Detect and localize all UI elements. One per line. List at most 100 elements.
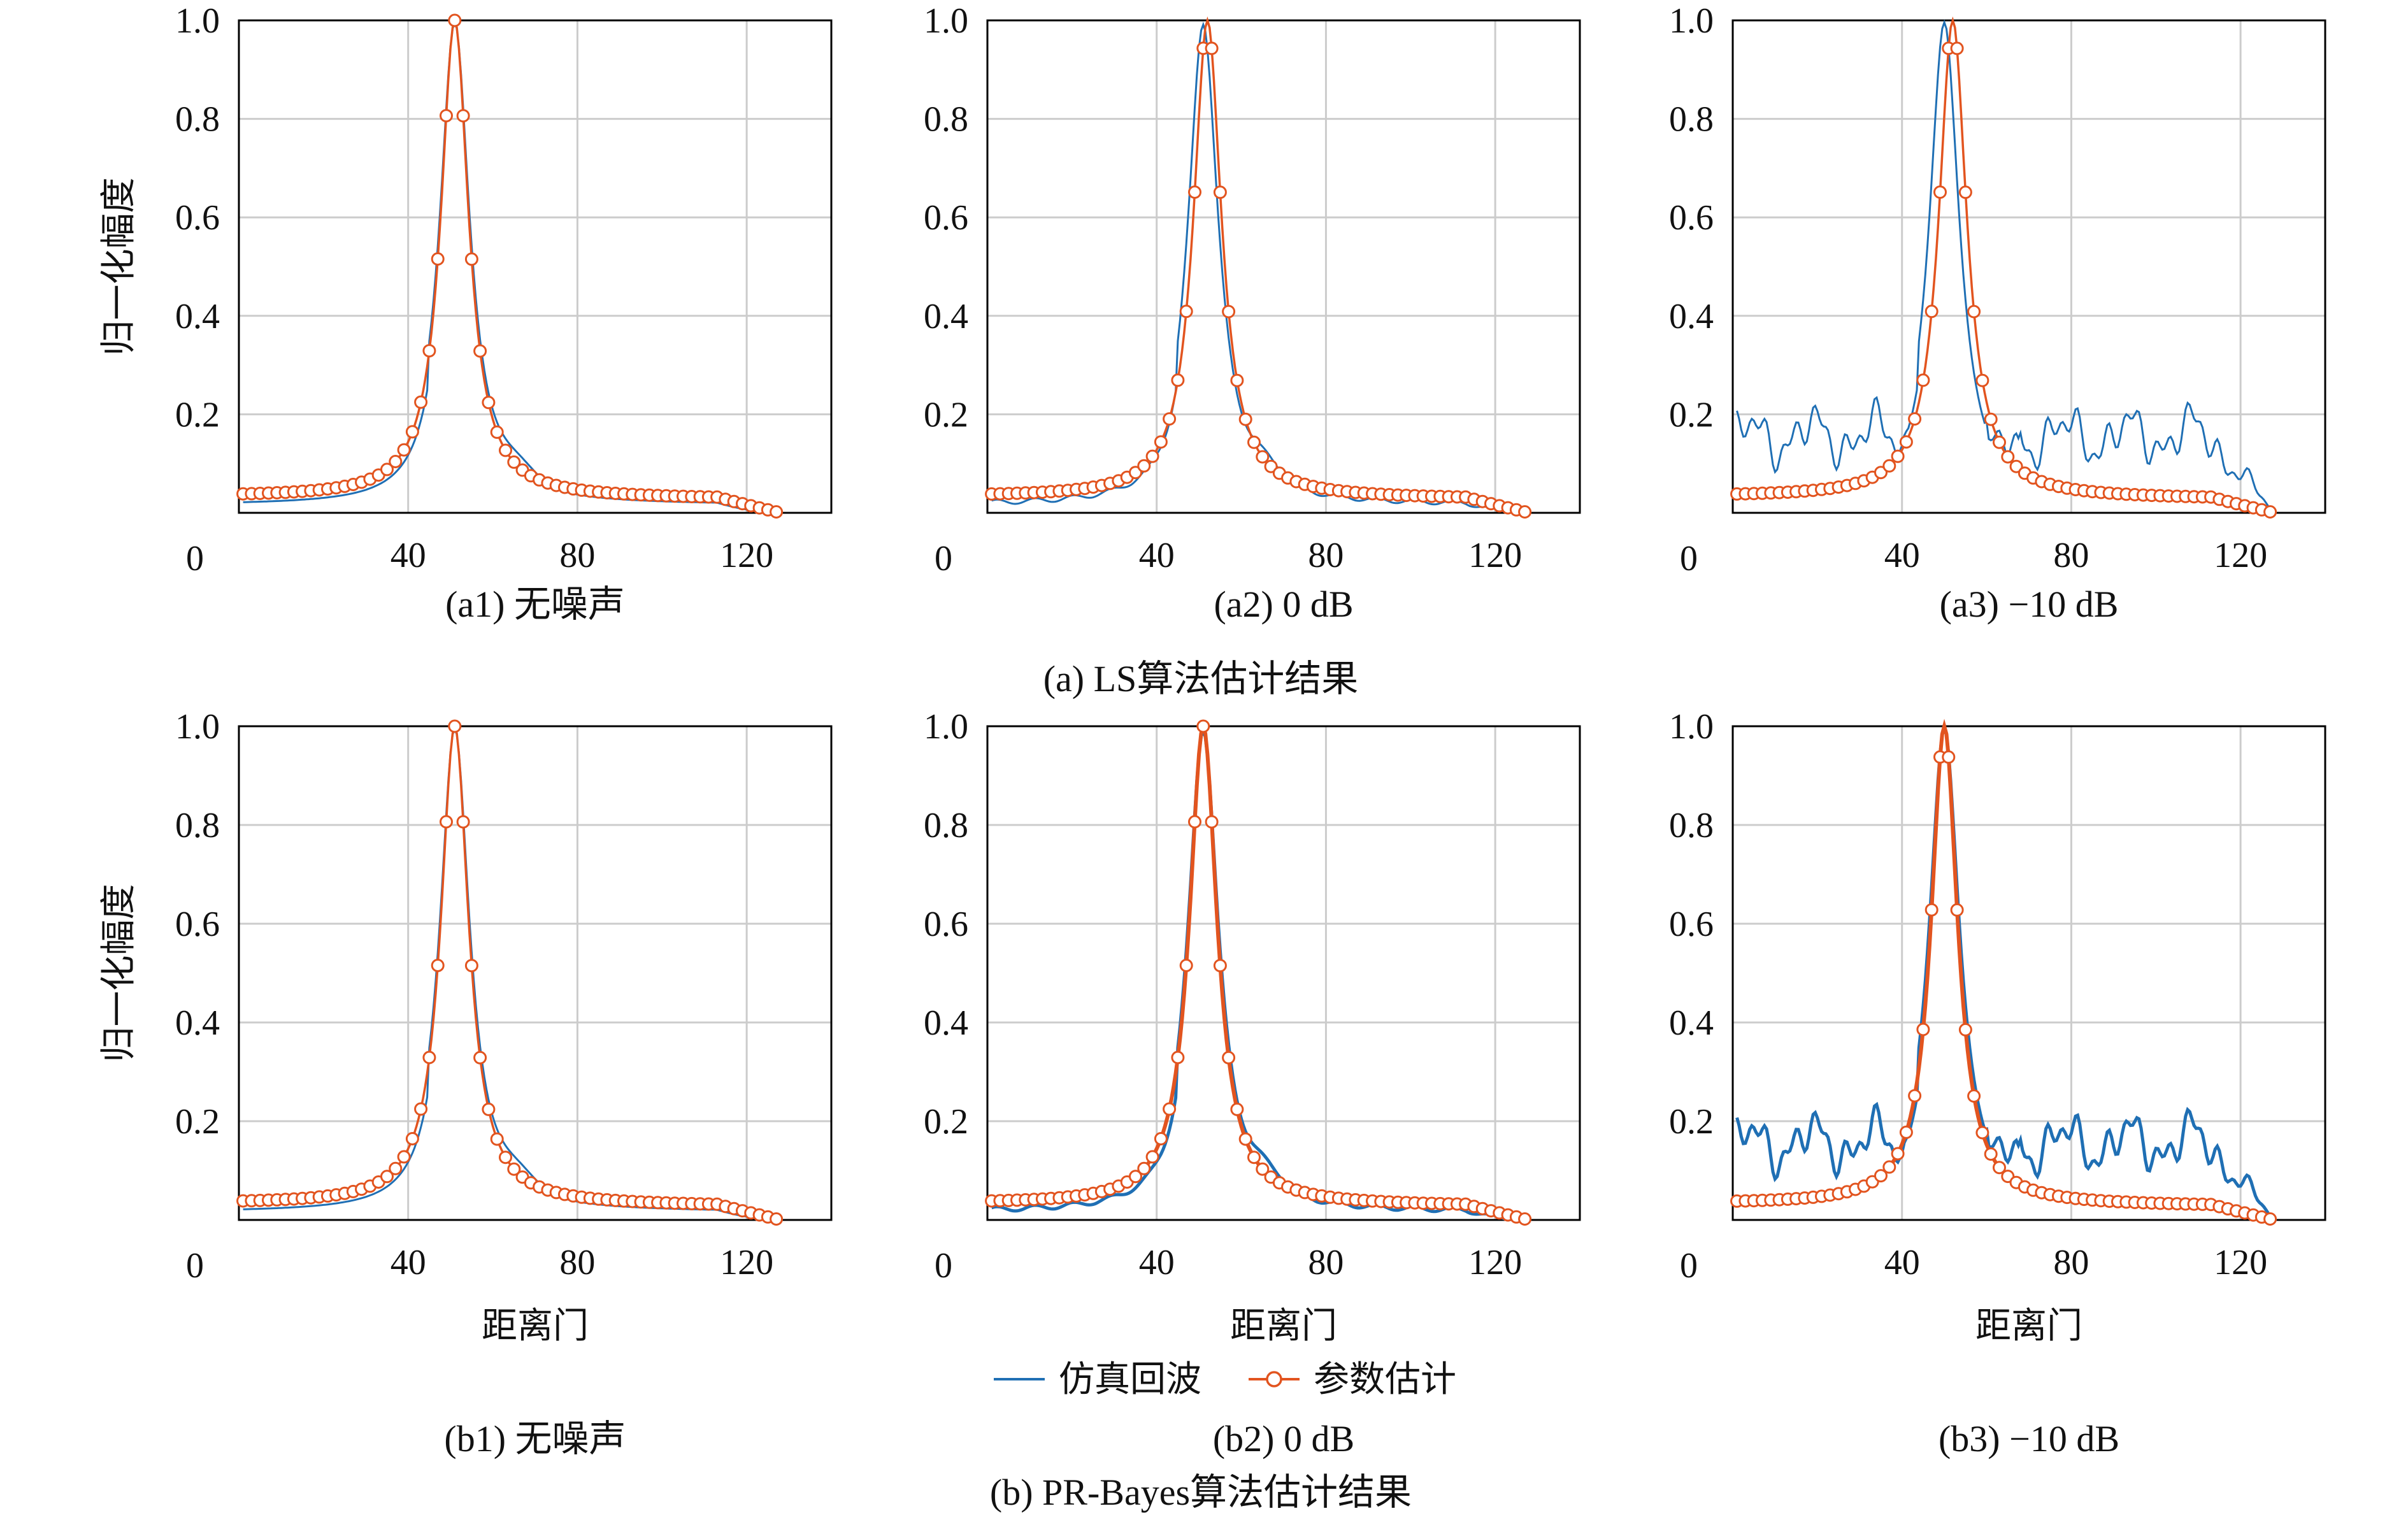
y-tick-label: 0.2 [1669, 395, 1714, 434]
data-point-est [770, 505, 784, 519]
x-tick-label: 120 [1468, 536, 1522, 575]
data-point-est [1975, 373, 1989, 387]
data-point-est [1137, 459, 1151, 473]
y-tick-label: 0.2 [175, 1102, 220, 1142]
data-point-est [499, 443, 512, 457]
data-point-est [397, 443, 411, 457]
data-point-est [1882, 459, 1896, 473]
data-point-est [1163, 1102, 1177, 1116]
y-tick-label: 0.4 [1669, 297, 1714, 336]
data-point-est [1163, 412, 1177, 426]
data-point-est [389, 1161, 403, 1175]
data-point-est [1171, 1050, 1185, 1065]
y-tick-label: 1.0 [1669, 707, 1714, 747]
y-tick-label: 0.4 [924, 1003, 968, 1043]
data-point-est [397, 1150, 411, 1164]
data-point-est [507, 1162, 521, 1176]
x-tick-label: 40 [1884, 1243, 1920, 1282]
data-point-est [1518, 505, 1532, 519]
plot-frame [238, 19, 833, 514]
data-point-est [1924, 903, 1939, 917]
series-line-sim [243, 725, 781, 1221]
origin-label: 0 [186, 1246, 204, 1286]
data-point-est [1238, 1132, 1252, 1146]
panel-caption: (b2) 0 dB [1213, 1418, 1354, 1459]
plot-frame [986, 725, 1581, 1221]
y-tick-label: 0.4 [1669, 1003, 1714, 1043]
data-point-est [1256, 450, 1270, 464]
caption-b: (b) PR-Bayes算法估计结果 [990, 1472, 1412, 1513]
x-tick-label: 120 [1468, 1243, 1522, 1282]
legend-sim-label: 仿真回波 [1059, 1359, 1201, 1400]
data-point-est [490, 1132, 504, 1146]
data-point-est [770, 1212, 784, 1226]
data-point-est [1179, 305, 1193, 319]
x-tick-label: 120 [720, 536, 773, 575]
y-tick-label: 0.2 [175, 395, 220, 434]
panel-a3: 0.2 0.4 0.6 0.8 1.0 0 40 80 120 (a3) −10 dB [1669, 1, 2326, 625]
data-point-est [1256, 1162, 1270, 1176]
x-tick-label: 80 [1308, 1243, 1344, 1282]
x-tick-label: 120 [2214, 536, 2267, 575]
x-tick-label: 80 [2053, 1243, 2089, 1282]
data-point-est [473, 1050, 487, 1065]
y-tick-label: 0.6 [175, 905, 220, 944]
data-point-est [473, 344, 487, 358]
data-point-est [1222, 1050, 1236, 1065]
panel-caption: (a3) −10 dB [1940, 584, 2119, 625]
data-point-est [1984, 412, 1998, 426]
data-point-est [422, 1050, 436, 1065]
origin-label: 0 [1680, 539, 1698, 578]
data-point-est [464, 959, 478, 973]
data-point-est [1518, 1212, 1532, 1226]
data-point-est [1179, 959, 1193, 972]
series-line-est [1737, 16, 2275, 514]
data-point-est [1967, 305, 1981, 319]
data-point-est [1908, 412, 1922, 426]
data-point-est [1188, 815, 1201, 829]
y-tick-label: 1.0 [924, 1, 968, 41]
data-point-est [414, 1102, 428, 1116]
data-point-est [1145, 449, 1159, 463]
data-point-est [1247, 1151, 1261, 1165]
plot-frame [238, 725, 833, 1221]
series-line-est [1737, 719, 2275, 1222]
series-line-est [991, 719, 1530, 1222]
y-tick-label: 0.4 [924, 297, 968, 336]
x-tick-label: 40 [391, 1243, 426, 1282]
x-tick-label: 80 [559, 536, 595, 575]
series-line-sim [243, 19, 781, 514]
data-point-est [1196, 719, 1210, 733]
y-tick-label: 1.0 [924, 707, 968, 747]
y-tick-label: 0.4 [175, 297, 220, 336]
y-tick-label: 0.2 [924, 395, 968, 434]
data-point-est [1154, 1132, 1168, 1145]
series-line-sim [991, 21, 1530, 514]
data-point-est [456, 815, 470, 829]
data-point-est [380, 462, 394, 477]
series-line-est [243, 722, 781, 1221]
origin-label: 0 [935, 539, 952, 578]
data-point-est [405, 1132, 419, 1145]
data-point-est [1188, 185, 1201, 199]
x-tick-label: 40 [1139, 1243, 1175, 1282]
y-tick-label: 0.8 [924, 100, 968, 140]
x-tick-label: 120 [2214, 1243, 2267, 1282]
data-point-est [1222, 305, 1236, 319]
series-line-est [991, 16, 1530, 514]
x-tick-label: 40 [1884, 536, 1920, 575]
data-point-est [482, 1102, 496, 1116]
y-tick-label: 0.4 [175, 1003, 220, 1043]
origin-label: 0 [935, 1246, 952, 1286]
y-tick-label: 1.0 [175, 1, 220, 41]
data-point-est [440, 109, 453, 123]
origin-label: 0 [186, 539, 204, 578]
y-tick-label: 0.6 [924, 905, 968, 944]
data-point-est [1891, 449, 1905, 463]
data-point-est [1958, 185, 1972, 199]
legend: 仿真回波 参数估计 [994, 1359, 1456, 1400]
data-point-est [1942, 750, 1956, 764]
data-point-est [456, 109, 470, 123]
panel-a2: 0.2 0.4 0.6 0.8 1.0 0 40 80 120 (a2) 0 dB [924, 1, 1581, 625]
caption-a: (a) LS算法估计结果 [1043, 658, 1359, 699]
